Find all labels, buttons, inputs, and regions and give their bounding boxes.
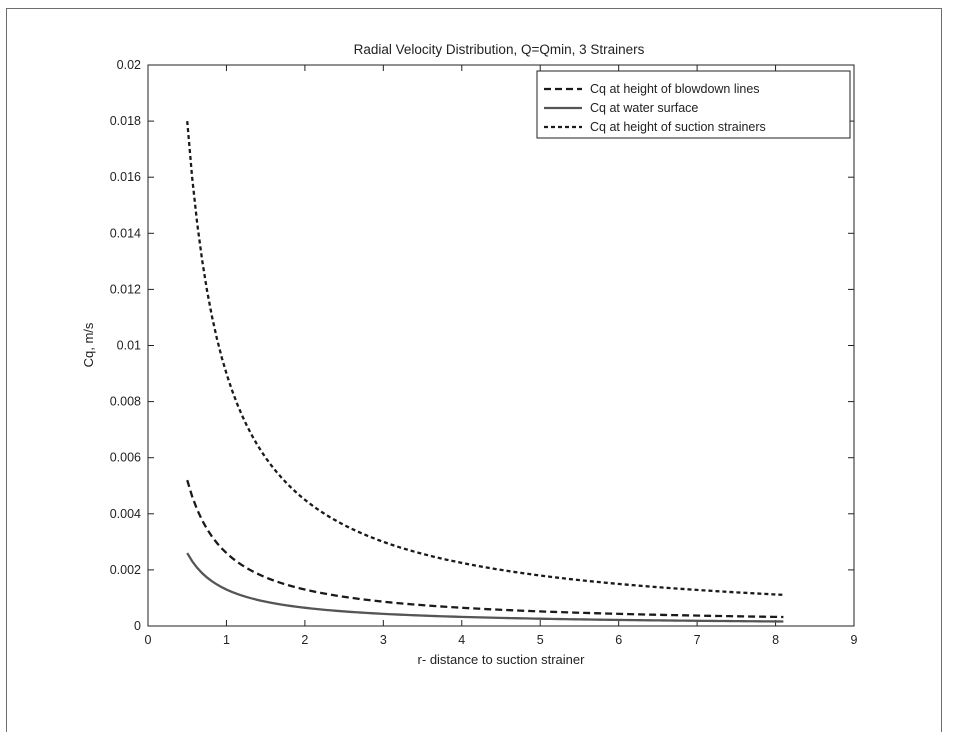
y-tick-label: 0.014	[110, 226, 141, 240]
legend: Cq at height of blowdown lines Cq at wat…	[536, 70, 851, 139]
y-tick-label: 0.016	[110, 170, 141, 184]
x-axis: 0 1 2 3 4 5 6 7 8 9	[145, 65, 858, 647]
series-line-water-surface	[186, 552, 784, 623]
x-tick-label: 5	[537, 633, 544, 647]
x-tick-label: 1	[223, 633, 230, 647]
x-tick-label: 6	[615, 633, 622, 647]
legend-entry: Cq at height of suction strainers	[544, 120, 766, 134]
y-tick-label: 0	[134, 619, 141, 633]
y-tick-label: 0.002	[110, 563, 141, 577]
plot-frame	[147, 64, 855, 627]
legend-entry: Cq at water surface	[544, 101, 698, 115]
x-tick-label: 4	[458, 633, 465, 647]
x-tick-label: 9	[851, 633, 858, 647]
y-tick-label: 0.02	[117, 58, 141, 72]
x-tick-label: 2	[301, 633, 308, 647]
legend-label-blowdown: Cq at height of blowdown lines	[590, 82, 760, 96]
y-tick-label: 0.008	[110, 395, 141, 409]
series-group	[186, 120, 784, 623]
y-tick-label: 0.006	[110, 451, 141, 465]
plot-area	[147, 64, 855, 627]
y-axis: 0 0.002 0.004 0.006 0.008 0.01 0.012 0.014 0.016…	[110, 58, 854, 633]
y-tick-label: 0.01	[117, 339, 141, 353]
series-line-suction-strainers	[186, 120, 784, 596]
x-axis-label: r- distance to suction strainer	[418, 652, 586, 667]
y-tick-label: 0.004	[110, 507, 141, 521]
legend-label-suction-strainers: Cq at height of suction strainers	[590, 120, 766, 134]
chart-title: Radial Velocity Distribution, Q=Qmin, 3 …	[354, 42, 645, 57]
y-tick-label: 0.012	[110, 282, 141, 296]
x-tick-label: 7	[694, 633, 701, 647]
legend-entry: Cq at height of blowdown lines	[544, 82, 760, 96]
x-tick-label: 8	[772, 633, 779, 647]
series-line-blowdown-lines	[186, 479, 784, 619]
y-axis-label: Cq, m/s	[81, 322, 96, 367]
legend-label-water-surface: Cq at water surface	[590, 101, 698, 115]
x-tick-label: 0	[145, 633, 152, 647]
x-tick-label: 3	[380, 633, 387, 647]
y-tick-label: 0.018	[110, 114, 141, 128]
legend-box	[536, 70, 851, 139]
